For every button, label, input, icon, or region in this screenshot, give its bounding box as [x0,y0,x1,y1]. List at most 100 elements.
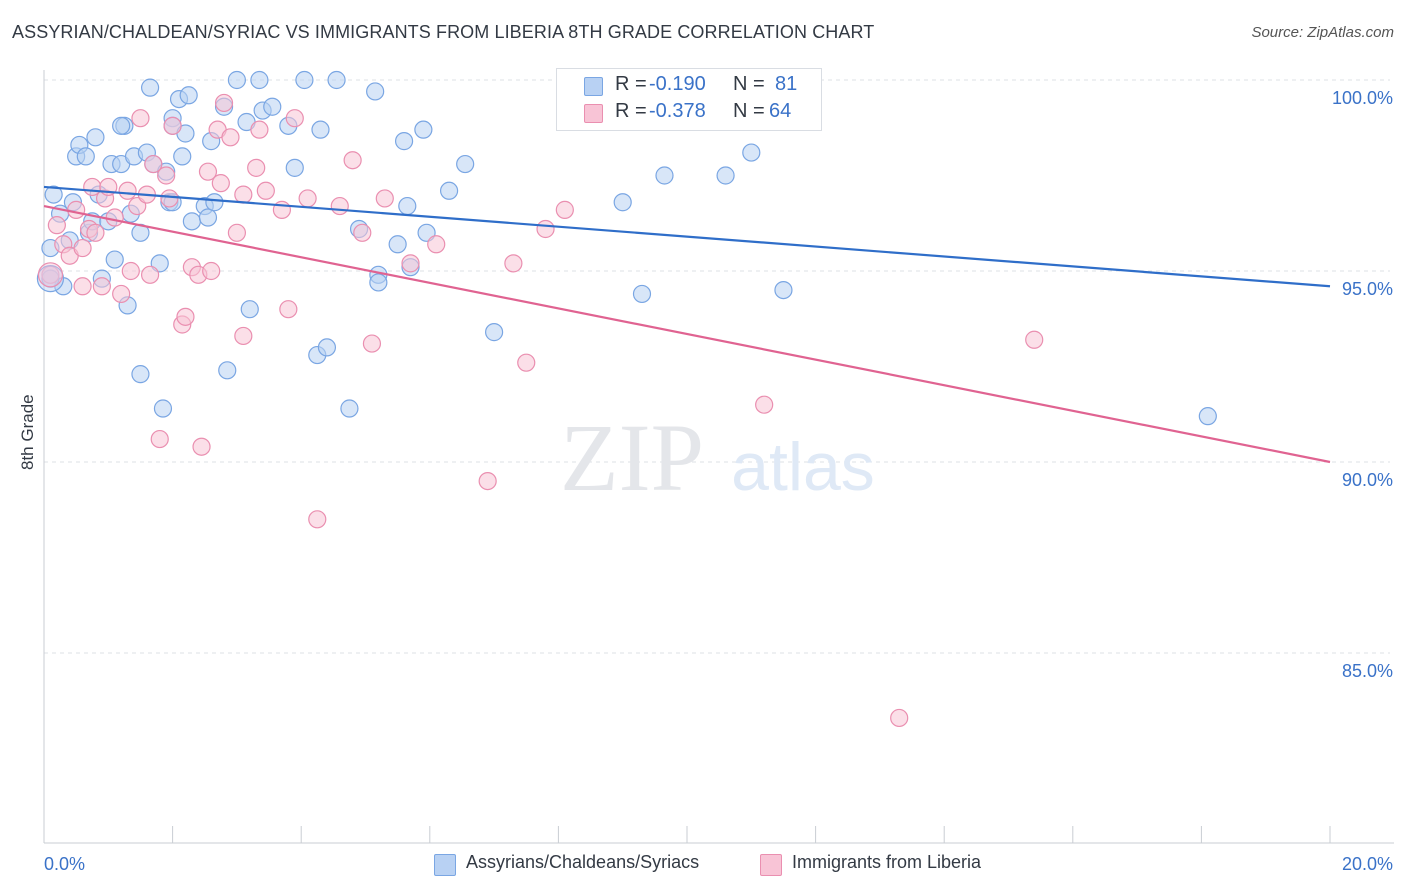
legend-r-value: -0.190 [649,73,706,95]
point-liberia [211,174,230,193]
point-liberia [517,353,536,372]
point-liberia [308,510,327,529]
legend-n-value: 81 [775,73,798,95]
point-assyrians [716,166,735,185]
point-liberia [250,120,269,139]
trend-line-assyrians [43,185,1331,288]
point-assyrians [456,154,475,174]
point-liberia [192,437,211,456]
point-assyrians [655,166,674,185]
point-assyrians [398,196,417,216]
point-assyrians [112,116,131,135]
point-assyrians [131,365,150,384]
point-liberia [121,261,140,281]
point-assyrians [388,235,407,254]
point-assyrians [340,399,359,418]
point-assyrians [295,70,314,90]
point-assyrians [327,70,346,90]
legend-swatch-blue [584,77,603,96]
point-assyrians [1198,407,1217,426]
series-legend-label-assyrians: Assyrians/Chaldeans/Syriacs [466,852,700,872]
legend-r-label: R = [615,73,647,95]
point-liberia [279,300,298,319]
series-legend-swatch-assyrians [434,854,456,876]
series-legend-swatch-liberia [760,854,782,876]
point-liberia [1025,330,1044,349]
point-assyrians [44,185,63,204]
legend-swatch-pink [584,104,603,123]
point-liberia [163,116,182,135]
point-liberia [67,200,86,219]
watermark-atlas: atlas [731,429,875,505]
y-tick-label: 100.0% [1332,88,1393,108]
point-assyrians [369,273,388,292]
y-tick-label: 85.0% [1342,661,1393,681]
legend-r-value: -0.378 [649,100,706,122]
stats-legend: R = -0.190 N = 81 R = -0.378 N = 64 [556,68,822,131]
point-assyrians [439,181,459,200]
series-points [36,70,1217,728]
trend-lines [43,185,1331,464]
point-assyrians [263,97,282,116]
point-liberia [118,181,137,200]
series-legend-label-liberia: Immigrants from Liberia [792,852,982,872]
point-assyrians [76,147,95,166]
source-note: Source: ZipAtlas.com [1251,24,1394,41]
point-liberia [256,181,275,200]
grid-lines [44,79,1390,654]
point-liberia [478,472,497,491]
point-assyrians [485,323,504,342]
series-legend: Assyrians/Chaldeans/Syriacs Immigrants f… [0,852,1406,878]
point-assyrians [182,212,201,231]
point-liberia [150,429,169,449]
point-assyrians [250,70,269,90]
point-liberia [353,223,372,242]
point-assyrians [285,158,304,177]
y-axis-label: 8th Grade [18,394,37,470]
y-tick-label: 95.0% [1342,279,1393,299]
point-assyrians [632,284,652,304]
point-liberia [73,277,92,296]
point-assyrians [613,193,632,212]
point-liberia [105,208,124,227]
point-assyrians [366,82,385,101]
stats-legend-row-2: R = -0.378 N = 64 [557,100,821,126]
legend-n-label: N = [733,73,765,95]
point-liberia [247,158,266,177]
point-liberia [202,261,221,281]
point-liberia [427,235,446,254]
point-liberia [86,223,105,242]
point-assyrians [173,147,192,166]
point-liberia [234,326,253,346]
y-tick-labels: 100.0% 95.0% 90.0% 85.0% [1332,88,1393,681]
point-liberia [112,284,131,304]
point-liberia [298,189,317,208]
point-liberia [131,109,150,128]
watermark: ZIP atlas [560,404,875,511]
point-liberia [37,262,64,288]
point-assyrians [153,399,173,418]
point-assyrians [140,78,160,97]
point-liberia [157,166,176,185]
y-tick-label: 90.0% [1342,470,1393,490]
point-liberia [375,189,394,208]
point-liberia [234,185,253,204]
point-assyrians [105,250,124,269]
point-liberia [73,238,92,258]
watermark-zip: ZIP [560,404,704,511]
point-assyrians [311,120,330,139]
point-liberia [214,93,234,113]
point-assyrians [227,70,246,90]
chart-title: ASSYRIAN/CHALDEAN/SYRIAC VS IMMIGRANTS F… [12,22,875,42]
point-liberia [41,265,60,284]
axes [43,70,1394,844]
point-assyrians [179,86,198,105]
point-assyrians [240,300,259,319]
point-liberia [176,307,195,326]
point-liberia [362,334,382,353]
point-liberia [92,277,111,296]
point-liberia [227,223,246,242]
point-liberia [198,162,218,181]
legend-r-label: R = [615,100,647,122]
